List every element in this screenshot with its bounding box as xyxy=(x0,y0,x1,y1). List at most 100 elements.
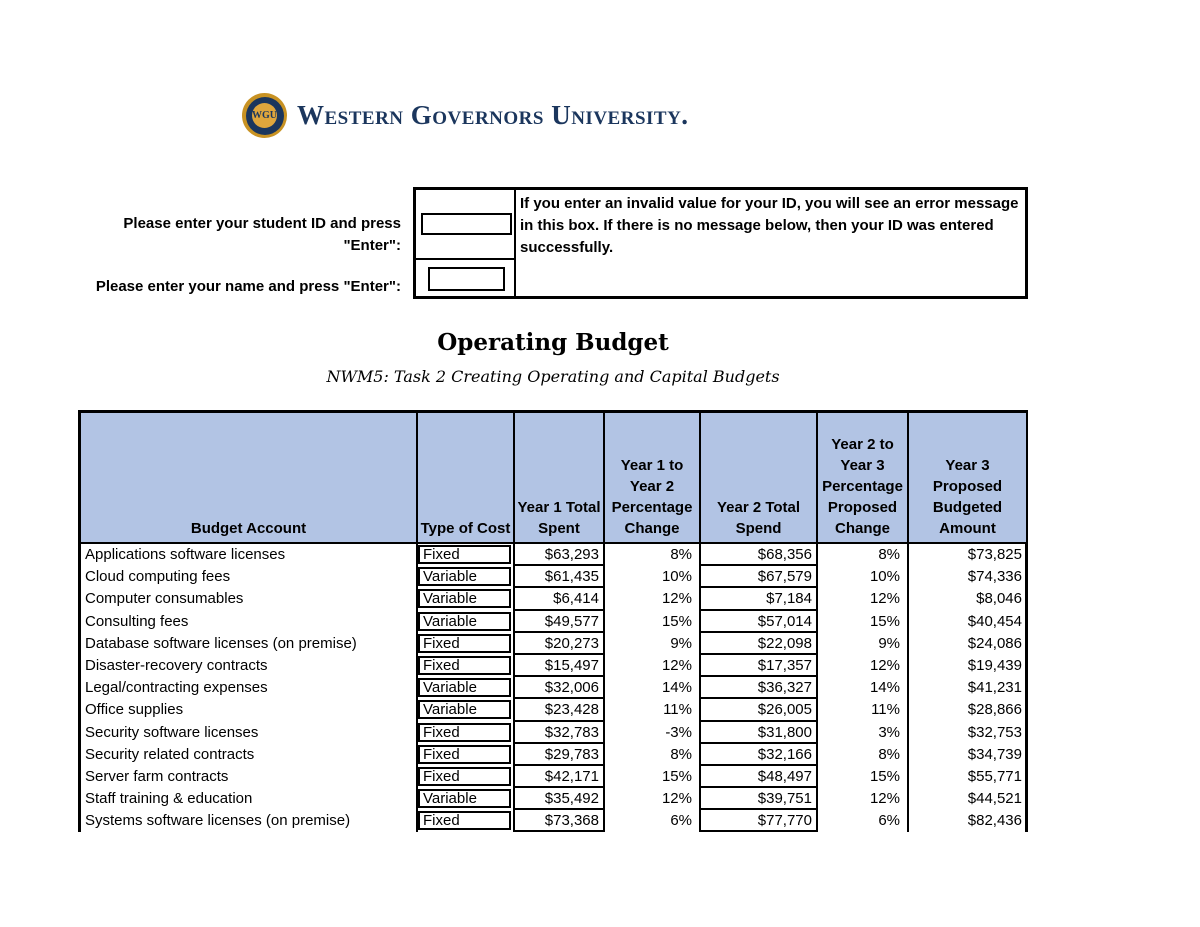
cell-year1-spent[interactable]: $42,171 xyxy=(515,765,605,789)
cell-type: Fixed xyxy=(418,721,515,744)
type-of-cost-box[interactable]: Fixed xyxy=(418,633,511,653)
cell-type: Variable xyxy=(418,677,515,700)
cell-type: Variable xyxy=(418,566,515,589)
table-header-row: Budget Account Type of Cost Year 1 Total… xyxy=(81,413,1026,544)
cell-account: Consulting fees xyxy=(81,610,418,633)
wgu-seal-ring: WGU xyxy=(245,96,284,135)
cell-year1-spent[interactable]: $35,492 xyxy=(515,788,605,811)
type-of-cost-box[interactable]: Variable xyxy=(418,678,511,698)
cell-pct-change-1-2: 8% xyxy=(605,544,701,567)
cell-year3-proposed: $82,436 xyxy=(967,812,1022,830)
cell-type: Fixed xyxy=(418,632,515,655)
cell-year2-spend[interactable]: $48,497 xyxy=(701,765,818,789)
cell-account: Security related contracts xyxy=(81,743,418,766)
cell-year1-spent[interactable]: $15,497 xyxy=(515,654,605,678)
entry-vertical-divider xyxy=(514,190,516,296)
cell-type: Fixed xyxy=(418,743,515,766)
cell-year1-spent[interactable]: $32,783 xyxy=(515,721,605,744)
type-of-cost-box[interactable]: Fixed xyxy=(418,744,511,764)
cell-type: Variable xyxy=(418,788,515,811)
table-row: Security software licenses Fixed $32,783… xyxy=(81,721,1025,744)
cell-year3-proposed: $8,046 xyxy=(976,590,1022,608)
cell-year3-proposed: $24,086 xyxy=(967,634,1022,652)
header-type-of-cost: Type of Cost xyxy=(418,413,515,544)
cell-pct-change-1-2: 12% xyxy=(605,788,701,811)
cell-year2-spend[interactable]: $17,357 xyxy=(701,654,818,678)
cell-account: Server farm contracts xyxy=(81,765,418,789)
cell-pct-change-2-3: 15% xyxy=(818,765,909,789)
name-input[interactable] xyxy=(428,267,505,291)
cell-year1-spent[interactable]: $6,414 xyxy=(515,588,605,611)
type-of-cost-box[interactable]: Variable xyxy=(418,700,511,720)
table-row: Systems software licenses (on premise) F… xyxy=(81,810,1025,833)
cell-year1-spent[interactable]: $61,435 xyxy=(515,566,605,589)
cell-year2-spend[interactable]: $26,005 xyxy=(701,699,818,722)
name-label: Please enter your name and press "Enter"… xyxy=(95,278,401,295)
cell-year2-spend[interactable]: $77,770 xyxy=(701,810,818,833)
cell-year2-spend[interactable]: $39,751 xyxy=(701,788,818,811)
id-entry-panel: If you enter an invalid value for your I… xyxy=(413,187,1028,299)
entry-horizontal-divider xyxy=(416,258,514,260)
cell-pct-change-2-3: 6% xyxy=(818,810,909,833)
cell-year2-spend[interactable]: $7,184 xyxy=(701,588,818,611)
page-title: Operating Budget xyxy=(437,329,669,356)
cell-account: Staff training & education xyxy=(81,788,418,811)
cell-year2-spend[interactable]: $22,098 xyxy=(701,632,818,655)
cell-type: Variable xyxy=(418,699,515,722)
student-id-label-line1: Please enter your student ID and press xyxy=(123,215,401,232)
type-of-cost-box[interactable]: Variable xyxy=(418,589,511,609)
cell-pct-change-1-2: 9% xyxy=(605,632,701,655)
header-year1-to-year2-pct: Year 1 to Year 2 Percentage Change xyxy=(605,413,701,544)
cell-pct-change-2-3: 11% xyxy=(818,699,909,722)
cell-pct-change-1-2: 14% xyxy=(605,677,701,700)
cell-year3-proposed: $74,336 xyxy=(967,568,1022,586)
student-id-input[interactable] xyxy=(421,213,512,235)
cell-year1-spent[interactable]: $23,428 xyxy=(515,699,605,722)
cell-pct-change-1-2: -3% xyxy=(605,721,701,744)
page-subtitle: NWM5: Task 2 Creating Operating and Capi… xyxy=(326,367,780,386)
cell-year3-proposed: $44,521 xyxy=(967,790,1022,808)
cell-pct-change-1-2: 12% xyxy=(605,654,701,678)
cell-type: Variable xyxy=(418,610,515,633)
cell-pct-change-2-3: 9% xyxy=(818,632,909,655)
cell-account: Security software licenses xyxy=(81,721,418,744)
type-of-cost-box[interactable]: Fixed xyxy=(418,722,511,742)
cell-year3-proposed: $55,771 xyxy=(967,767,1022,785)
cell-year1-spent[interactable]: $63,293 xyxy=(515,544,605,567)
cell-account: Disaster-recovery contracts xyxy=(81,654,418,678)
table-row: Security related contracts Fixed $29,783… xyxy=(81,743,1025,766)
cell-year3-proposed: $28,866 xyxy=(967,701,1022,719)
brand-header: WGU Western Governors University. xyxy=(242,93,689,138)
type-of-cost-box[interactable]: Variable xyxy=(418,611,511,631)
cell-type: Fixed xyxy=(418,765,515,789)
cell-year2-spend[interactable]: $68,356 xyxy=(701,544,818,567)
cell-pct-change-2-3: 8% xyxy=(818,544,909,567)
cell-pct-change-2-3: 12% xyxy=(818,588,909,611)
table-row: Office supplies Variable $23,428 11% $26… xyxy=(81,699,1025,722)
header-year3-proposed: Year 3 Proposed Budgeted Amount xyxy=(909,413,1026,544)
cell-account: Applications software licenses xyxy=(81,544,418,567)
cell-account: Office supplies xyxy=(81,699,418,722)
cell-year2-spend[interactable]: $31,800 xyxy=(701,721,818,744)
table-row: Cloud computing fees Variable $61,435 10… xyxy=(81,566,1025,589)
cell-pct-change-2-3: 12% xyxy=(818,788,909,811)
cell-year1-spent[interactable]: $73,368 xyxy=(515,810,605,833)
type-of-cost-box[interactable]: Fixed xyxy=(418,655,511,675)
cell-year2-spend[interactable]: $67,579 xyxy=(701,566,818,589)
cell-year2-spend[interactable]: $32,166 xyxy=(701,743,818,766)
type-of-cost-box[interactable]: Fixed xyxy=(418,811,511,831)
type-of-cost-box[interactable]: Variable xyxy=(418,789,511,809)
cell-year1-spent[interactable]: $49,577 xyxy=(515,610,605,633)
cell-year1-spent[interactable]: $32,006 xyxy=(515,677,605,700)
table-row: Applications software licenses Fixed $63… xyxy=(81,544,1025,567)
cell-year2-spend[interactable]: $57,014 xyxy=(701,610,818,633)
cell-year3-proposed: $41,231 xyxy=(967,679,1022,697)
type-of-cost-box[interactable]: Fixed xyxy=(418,545,511,564)
cell-year2-spend[interactable]: $36,327 xyxy=(701,677,818,700)
type-of-cost-box[interactable]: Fixed xyxy=(418,766,511,786)
cell-year3-proposed: $73,825 xyxy=(967,546,1022,563)
wgu-seal-icon: WGU xyxy=(242,93,287,138)
type-of-cost-box[interactable]: Variable xyxy=(418,567,511,587)
cell-year1-spent[interactable]: $20,273 xyxy=(515,632,605,655)
cell-year1-spent[interactable]: $29,783 xyxy=(515,743,605,766)
